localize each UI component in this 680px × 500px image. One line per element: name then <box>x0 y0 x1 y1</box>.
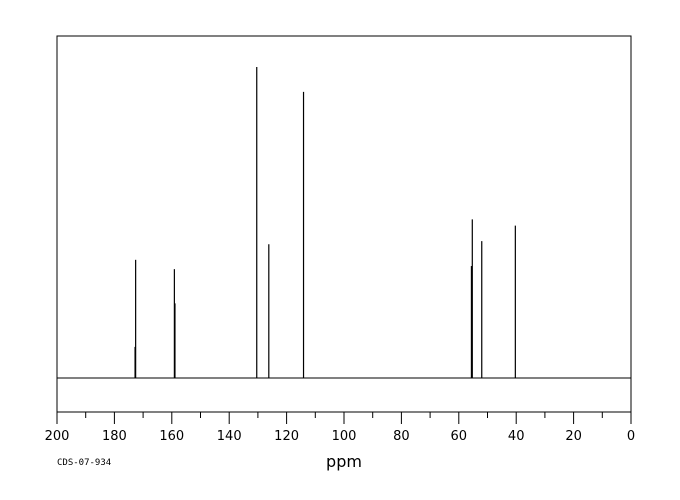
x-tick-label-60: 60 <box>451 429 468 444</box>
plot-frame <box>56 35 632 413</box>
source-id-label: CDS-07-934 <box>57 458 111 468</box>
x-axis-tick-labels: 200 180 160 140 120 100 80 60 40 20 0 <box>45 429 636 444</box>
x-tick-label-160: 160 <box>159 429 184 444</box>
x-axis-ticks <box>56 412 632 424</box>
x-tick-label-120: 120 <box>274 429 299 444</box>
x-tick-label-0: 0 <box>627 429 635 444</box>
x-tick-label-140: 140 <box>217 429 242 444</box>
x-axis-label: ppm <box>326 452 362 471</box>
x-tick-label-180: 180 <box>102 429 127 444</box>
x-tick-label-200: 200 <box>45 429 70 444</box>
x-tick-label-80: 80 <box>393 429 410 444</box>
x-tick-label-40: 40 <box>508 429 525 444</box>
peak-group <box>134 67 516 378</box>
x-tick-label-20: 20 <box>565 429 582 444</box>
x-tick-label-100: 100 <box>332 429 357 444</box>
